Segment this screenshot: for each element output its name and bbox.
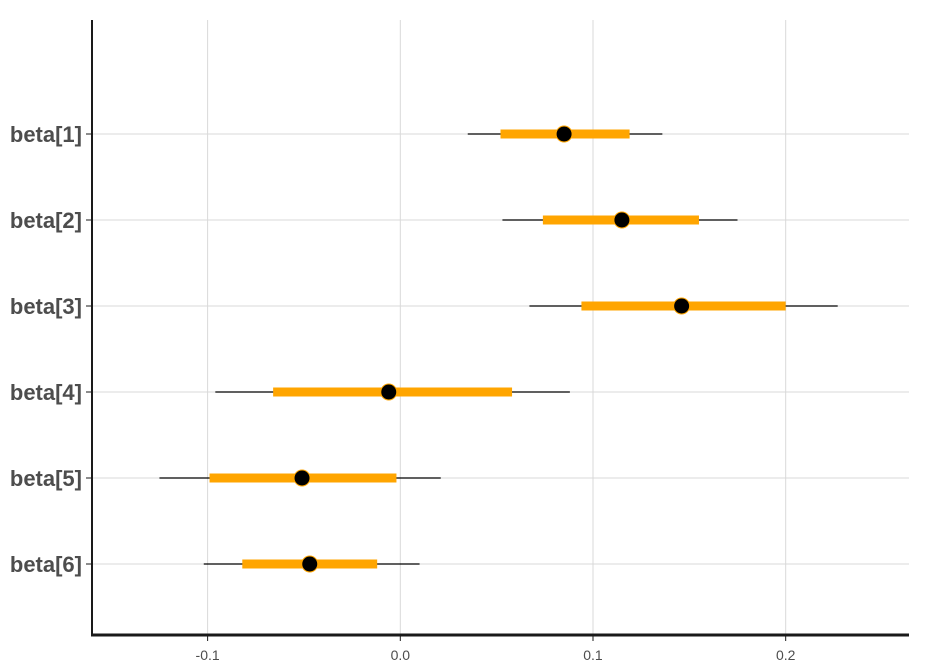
mark-layer <box>159 125 838 573</box>
x-tick-label-0: -0.1 <box>196 647 220 663</box>
y-tick-label-3: beta[3] <box>10 294 82 319</box>
x-tick-label-2: 0.1 <box>583 647 603 663</box>
y-tick-label-6: beta[6] <box>10 552 82 577</box>
point-estimate-1 <box>555 125 573 143</box>
point-estimate-2 <box>613 211 631 229</box>
y-tick-label-4: beta[4] <box>10 380 82 405</box>
param-row-6 <box>203 555 420 573</box>
axis-layer <box>86 20 909 641</box>
y-tick-label-2: beta[2] <box>10 208 82 233</box>
y-tick-label-5: beta[5] <box>10 466 82 491</box>
point-estimate-4 <box>380 383 398 401</box>
point-estimate-3 <box>673 297 691 315</box>
grid-layer <box>92 20 909 635</box>
param-row-4 <box>215 383 570 401</box>
y-tick-label-1: beta[1] <box>10 122 82 147</box>
param-row-5 <box>159 469 441 487</box>
point-estimate-5 <box>293 469 311 487</box>
point-estimate-6 <box>301 555 319 573</box>
param-row-2 <box>502 211 738 229</box>
param-row-3 <box>529 297 838 315</box>
x-tick-label-3: 0.2 <box>776 647 796 663</box>
x-tick-label-1: 0.0 <box>391 647 411 663</box>
label-layer: beta[1] beta[2] beta[3] beta[4] beta[5] beta[… <box>10 122 796 663</box>
param-row-1 <box>467 125 663 143</box>
